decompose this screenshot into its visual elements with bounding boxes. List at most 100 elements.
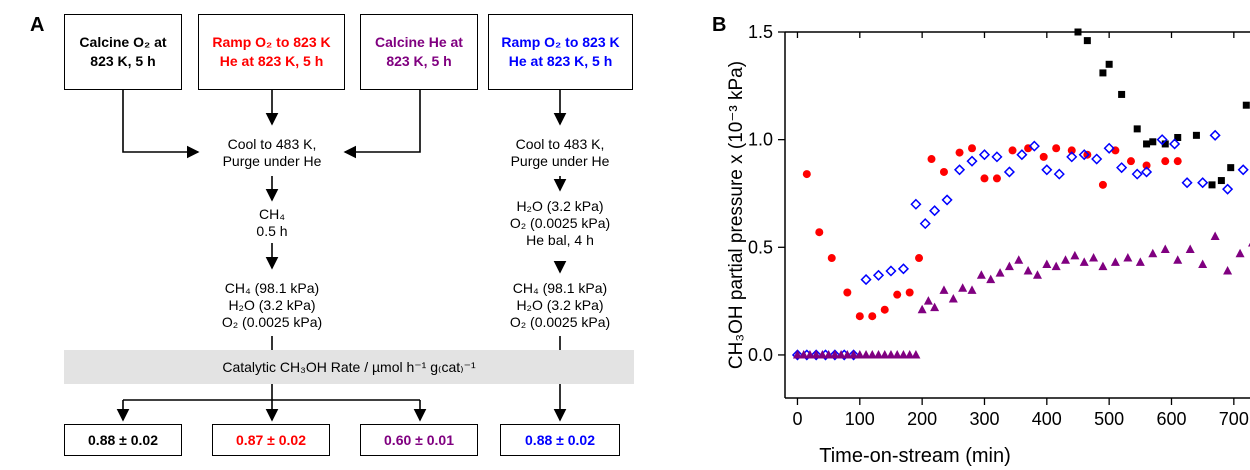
data-point-circle	[893, 290, 902, 299]
data-point-triangle	[792, 349, 802, 359]
data-point-diamond	[1003, 166, 1015, 178]
data-point-triangle	[1235, 248, 1245, 258]
result-value-red: 0.87 ± 0.02	[236, 432, 306, 448]
left-feed-line3: O₂ (0.0025 kPa)	[221, 314, 323, 330]
data-point-diamond	[1209, 129, 1221, 141]
data-point-triangle	[830, 349, 840, 359]
data-point-circle	[868, 312, 877, 321]
data-point-diamond	[897, 263, 910, 275]
data-point-diamond	[860, 274, 872, 286]
data-point-diamond	[1131, 168, 1143, 180]
data-point-diamond	[1091, 153, 1103, 165]
data-point-circle	[1126, 157, 1135, 166]
result-box-purple: 0.60 ± 0.01	[360, 424, 478, 456]
y-tick-label: 0.0	[748, 345, 773, 365]
left-cool-line1: Cool to 483 K,	[227, 136, 317, 152]
right-cool-line2: Purge under He	[510, 153, 610, 169]
data-point-circle	[1008, 146, 1017, 155]
data-point-triangle	[1110, 257, 1120, 266]
x-tick-label: 200	[907, 409, 937, 429]
right-cool-step: Cool to 483 K, Purge under He	[485, 136, 635, 170]
right-water-step: H₂O (3.2 kPa) O₂ (0.0025 kPa) He bal, 4 …	[485, 198, 635, 249]
condition-box-calcine-he: Calcine He at 823 K, 5 h	[360, 14, 478, 90]
data-point-triangle	[855, 349, 865, 359]
data-point-triangle	[1148, 248, 1158, 258]
x-tick-label: 700	[1219, 409, 1249, 429]
data-point-triangle	[1014, 255, 1024, 264]
y-axis-label: CH₃OH partial pressure x (10⁻³ kPa)	[726, 61, 747, 369]
data-point-circle	[1052, 144, 1061, 153]
data-point-triangle	[1223, 265, 1233, 275]
y-tick-label: 1.5	[748, 22, 773, 42]
data-point-triangle	[1135, 257, 1145, 266]
x-tick-label: 500	[1094, 409, 1124, 429]
data-point-diamond	[910, 198, 922, 210]
data-point-square	[1099, 69, 1107, 77]
data-point-diamond	[829, 349, 841, 361]
data-point-triangle	[930, 302, 940, 312]
data-point-square	[1118, 90, 1126, 98]
box4-line1: Ramp O₂ to 823 K	[501, 34, 620, 50]
data-point-triangle	[799, 349, 809, 359]
data-point-triangle	[842, 349, 852, 359]
data-point-diamond	[872, 269, 885, 281]
data-point-square	[1208, 181, 1216, 189]
data-point-diamond	[1181, 177, 1193, 189]
data-point-triangle	[1089, 253, 1099, 262]
data-point-diamond	[810, 349, 822, 361]
data-point-diamond	[991, 151, 1003, 163]
data-point-triangle	[1051, 261, 1061, 271]
x-tick-label: 400	[1032, 409, 1062, 429]
box2-line2: He at 823 K, 5 h	[219, 53, 324, 69]
data-point-triangle	[1061, 255, 1071, 264]
data-point-circle	[855, 312, 864, 321]
data-point-triangle	[1070, 250, 1080, 260]
right-water-line3: He bal, 4 h	[526, 232, 594, 248]
data-point-triangle	[917, 304, 927, 314]
condition-box-ramp-o2-he-red: Ramp O₂ to 823 K He at 823 K, 5 h	[198, 14, 345, 90]
data-point-triangle	[995, 268, 1005, 277]
data-point-triangle	[939, 285, 949, 294]
data-point-triangle	[805, 349, 815, 359]
data-point-diamond	[978, 149, 991, 161]
box3-line1: Calcine He at	[375, 34, 463, 50]
right-feed-step: CH₄ (98.1 kPa) H₂O (3.2 kPa) O₂ (0.0025 …	[485, 280, 635, 331]
data-point-square	[1217, 177, 1225, 185]
data-point-square	[1192, 131, 1200, 139]
data-point-triangle	[1032, 270, 1042, 279]
left-feed-step: CH₄ (98.1 kPa) H₂O (3.2 kPa) O₂ (0.0025 …	[197, 280, 347, 331]
data-point-triangle	[911, 349, 921, 359]
data-point-circle	[815, 228, 824, 237]
result-value-black: 0.88 ± 0.02	[88, 432, 158, 448]
data-point-triangle	[976, 270, 986, 279]
data-point-triangle	[967, 285, 977, 294]
result-box-blue: 0.88 ± 0.02	[500, 424, 620, 456]
data-point-circle	[955, 148, 964, 157]
data-point-diamond	[848, 349, 860, 361]
scatter-chart: 0 100 200 300 400 500 600 700 0.0 0.5 1.0 1.5 Time-…	[726, 22, 1250, 467]
data-point-square	[1083, 37, 1091, 45]
box1-line2: 823 K, 5 h	[90, 53, 156, 69]
data-point-square	[1074, 28, 1082, 36]
right-water-line1: H₂O (3.2 kPa)	[516, 198, 604, 214]
data-point-circle	[1142, 161, 1151, 170]
data-point-diamond	[1103, 142, 1115, 154]
data-point-square	[1161, 140, 1169, 148]
data-point-square	[1143, 140, 1151, 148]
data-point-circle	[827, 254, 836, 263]
box1-line1: Calcine O₂ at	[79, 34, 167, 50]
result-box-black: 0.88 ± 0.02	[64, 424, 182, 456]
flow-arrows	[116, 90, 567, 422]
data-point-diamond	[1197, 177, 1209, 189]
x-tick-label: 300	[969, 409, 999, 429]
data-point-circle	[1161, 157, 1170, 166]
data-point-triangle	[874, 349, 884, 359]
left-ch4-line1: CH₄	[259, 206, 285, 222]
box4-line2: He at 823 K, 5 h	[508, 53, 613, 69]
data-point-circle	[1067, 146, 1076, 155]
data-point-triangle	[824, 349, 834, 359]
right-cool-line1: Cool to 483 K,	[515, 136, 605, 152]
data-point-circle	[992, 174, 1001, 183]
data-point-square	[1227, 164, 1235, 172]
data-point-square	[1242, 101, 1250, 109]
